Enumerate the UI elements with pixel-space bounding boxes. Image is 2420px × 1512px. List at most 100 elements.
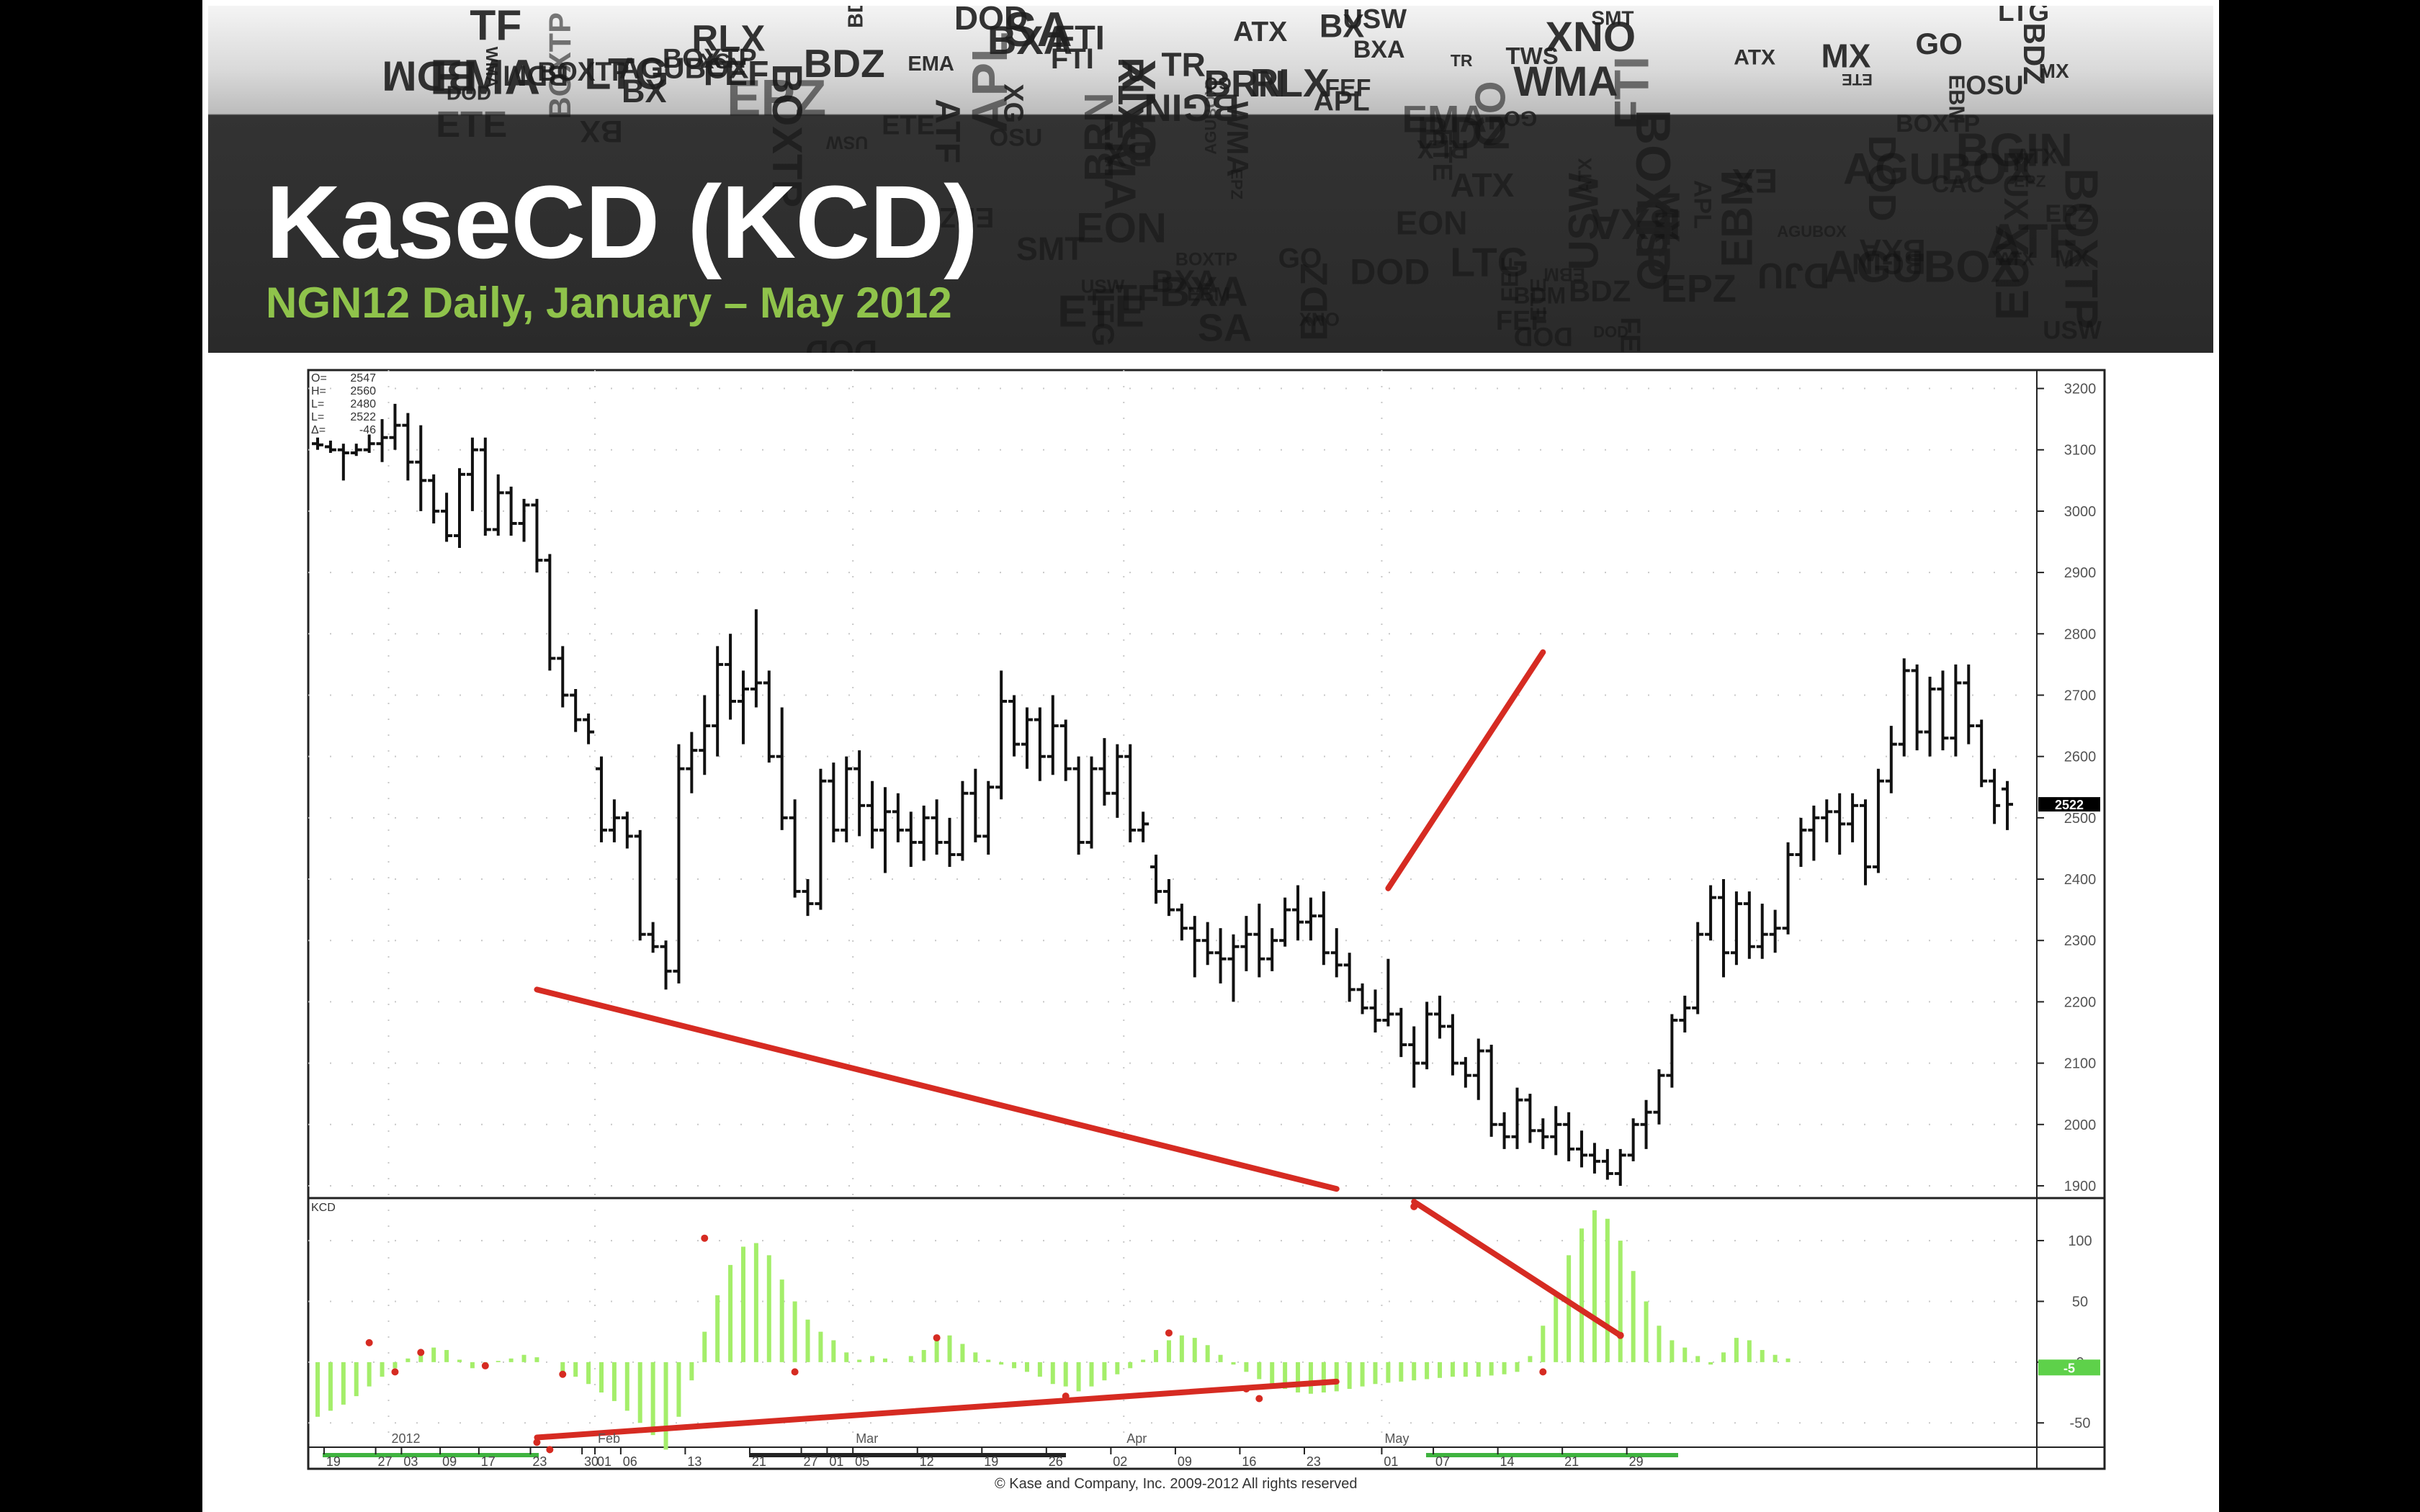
kcd-signal-dot (546, 1446, 554, 1454)
ticker-word: WMA (1513, 58, 1618, 105)
ticker-word: EPZ (727, 71, 826, 127)
ticker-word: EBM (1944, 74, 1969, 124)
ticker-word: DOD (1350, 252, 1430, 292)
price-tick-label: 2500 (2064, 811, 2097, 827)
ticker-word: SA (1198, 307, 1252, 350)
ticker-word: AGUBOX (1201, 85, 1219, 155)
price-trendline (1385, 649, 1546, 891)
ticker-word: BOXTP (1896, 110, 1980, 138)
price-tick-label: 2600 (2064, 750, 2097, 765)
ticker-word: GO (1466, 81, 1514, 147)
ticker-word: DOD (1514, 322, 1573, 351)
ticker-word: AGUBOX (1777, 222, 1847, 240)
day-label: 21 (752, 1454, 766, 1469)
info-label: L= (311, 411, 324, 423)
ticker-word: APL (1314, 86, 1370, 117)
ticker-word: GO (1504, 106, 1538, 130)
price-trendline (534, 986, 1340, 1192)
ticker-word: BOXTP (1175, 250, 1237, 270)
price-tick-label: 2100 (2064, 1056, 2097, 1072)
ticker-word: XG (700, 50, 731, 73)
date-strip-segment (749, 1453, 1066, 1457)
ticker-word: SMT (1016, 230, 1085, 267)
ticker-word: FEF (1325, 75, 1371, 102)
kcd-signal-dot (533, 1439, 541, 1446)
ticker-word: BGIN (1955, 123, 2073, 176)
ticker-word: EMA (430, 49, 540, 104)
info-value: 2560 (350, 385, 376, 397)
ticker-word: BGIN (1144, 86, 1240, 128)
ticker-word: EPZ (2014, 171, 2046, 190)
kcd-signal-dot (791, 1368, 799, 1376)
kcd-signal-dot (417, 1349, 425, 1356)
ticker-word: ATX (2015, 145, 2057, 168)
date-strip-segment (1426, 1453, 1678, 1457)
ticker-word: APL (1689, 180, 1716, 229)
ticker-word: BDZ (1417, 108, 1510, 158)
ticker-word: ATF (1986, 214, 2078, 269)
month-label: 2012 (391, 1431, 420, 1446)
ticker-word: EPZ (2045, 200, 2092, 228)
month-label: Feb (598, 1431, 620, 1446)
ticker-word: GO (1204, 73, 1231, 92)
last-price-marker (2038, 797, 2100, 812)
ticker-word: LTG (1450, 240, 1529, 286)
ticker-word: RLX (1111, 58, 1151, 130)
day-label: 27 (804, 1454, 818, 1469)
last-price-label: 2522 (2055, 798, 2084, 812)
ticker-word: EPZ (1661, 267, 1736, 310)
ticker-word: LTG (1085, 287, 1120, 347)
info-value: 2480 (350, 398, 376, 410)
ticker-word: BOXTP (1626, 109, 1680, 278)
month-label: Apr (1126, 1431, 1147, 1446)
day-label: 05 (855, 1454, 869, 1469)
slide-subtitle: NGN12 Daily, January – May 2012 (266, 279, 952, 327)
ticker-word: EUX (1997, 151, 2035, 221)
ticker-word: BDM (1513, 282, 1566, 308)
day-label: 30 (584, 1454, 599, 1469)
day-label: 01 (597, 1454, 611, 1469)
ticker-word: BDM (503, 60, 568, 91)
ticker-word: BXA (1151, 264, 1218, 299)
kcd-trendline (1411, 1199, 1623, 1338)
day-label: 01 (1384, 1454, 1398, 1469)
ticker-word: ETE (436, 104, 507, 145)
ticker-word: EON (1396, 204, 1468, 241)
day-label: 23 (1307, 1454, 1321, 1469)
ticker-word: FEF (1496, 306, 1548, 336)
ticker-word: USW (826, 132, 869, 153)
day-label: 17 (481, 1454, 496, 1469)
info-label: L= (311, 398, 324, 410)
kcd-signal-dot (1165, 1329, 1173, 1337)
ticker-word: ETE (882, 111, 935, 141)
kcd-signal-dot (1539, 1368, 1547, 1376)
ticker-word: EUX (1986, 224, 2038, 320)
day-label: 06 (623, 1454, 637, 1469)
ticker-word: USW (1343, 6, 1407, 35)
ticker-word: RLX (1417, 135, 1469, 164)
info-value: 2547 (350, 372, 376, 384)
ticker-word: EX (1732, 162, 1778, 200)
info-label: Δ= (311, 424, 326, 436)
ticker-word: CAC (1932, 171, 1985, 198)
ticker-word: BDZ (844, 6, 867, 28)
ticker-word: ETE (1427, 128, 1457, 181)
copyright-notice: © Kase and Company, Inc. 2009-2012 All r… (995, 1476, 1358, 1492)
ticker-word: FTI (1604, 56, 1659, 130)
kcd-signal-dot (481, 1362, 489, 1369)
day-label: 16 (1242, 1454, 1256, 1469)
ticker-word: BDZ (1569, 274, 1631, 307)
info-value: -46 (359, 424, 376, 436)
ticker-word: DOD (954, 6, 1028, 37)
ticker-word: TR (1451, 51, 1473, 70)
ticker-word: AGUBOX (1824, 243, 2020, 292)
ticker-word: BX (1319, 8, 1365, 45)
ticker-word: USW (1561, 173, 1608, 271)
ticker-word: BXA (1859, 233, 1926, 268)
ticker-word: ATX (1574, 158, 1595, 194)
price-tick-label: 1900 (2064, 1179, 2097, 1194)
ticker-word: MX (1821, 37, 1870, 75)
ticker-word: EMA (1402, 98, 1487, 140)
kcd-signal-dot (701, 1234, 709, 1242)
